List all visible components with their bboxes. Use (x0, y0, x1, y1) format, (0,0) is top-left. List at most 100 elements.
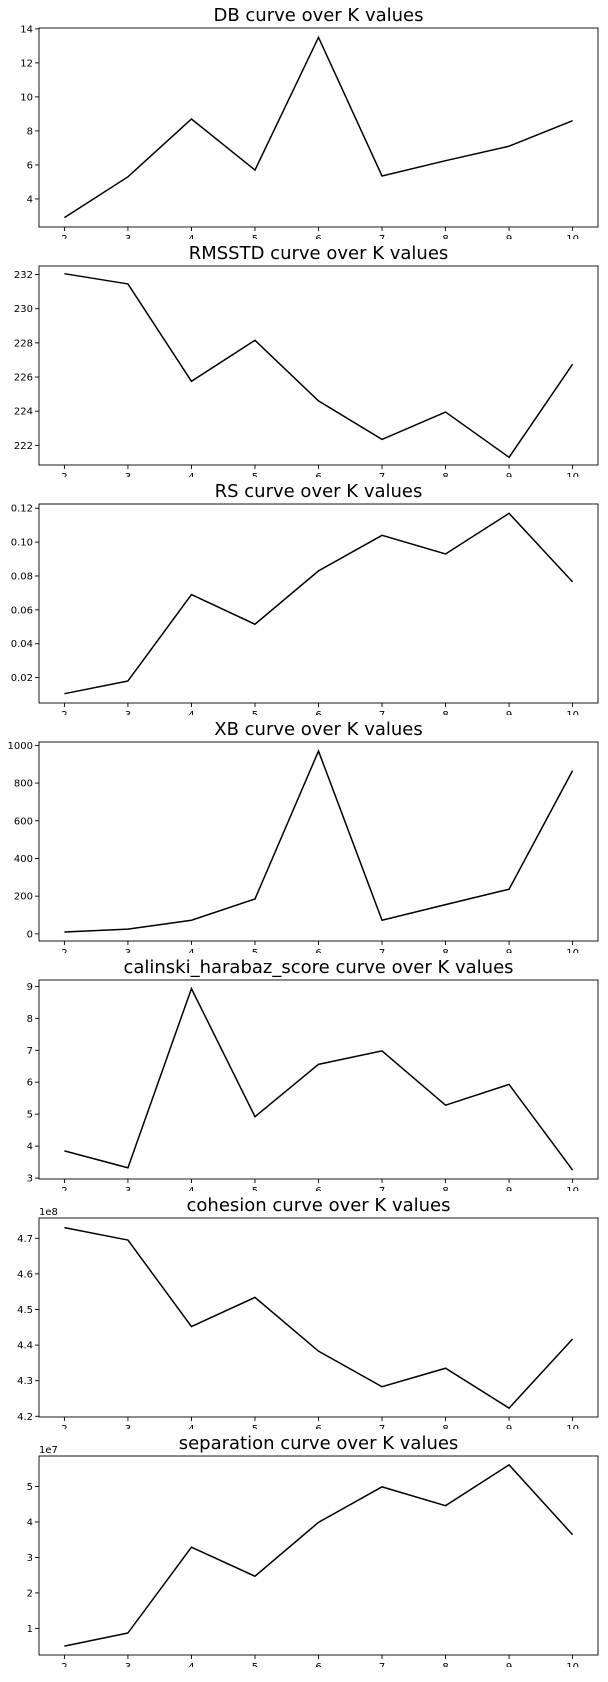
y-tick-label: 4.6 (17, 1269, 33, 1280)
x-tick-label: 10 (566, 710, 579, 715)
plot-frame (38, 1455, 599, 1656)
x-tick-label: 5 (252, 710, 258, 715)
series-line-0 (64, 986, 574, 1171)
series-line-0 (64, 35, 573, 219)
x-tick-label: 2 (61, 1424, 67, 1429)
x-tick-label: 4 (188, 948, 194, 953)
x-tick-label: 8 (442, 948, 448, 953)
x-tick-label: 3 (125, 1186, 131, 1191)
x-tick-label: 6 (315, 234, 321, 239)
x-tick-label: 7 (379, 1186, 385, 1191)
x-tick-label: 3 (125, 1662, 131, 1667)
y-offset-label: 1e8 (39, 1207, 58, 1218)
y-tick-label: 0.08 (11, 571, 33, 582)
y-tick-label: 12 (20, 58, 33, 69)
x-tick-label: 6 (315, 1424, 321, 1429)
y-tick-label: 200 (14, 892, 33, 903)
y-tick-label: 0.06 (11, 605, 33, 616)
x-tick-label: 4 (188, 1424, 194, 1429)
chart-title: calinski_harabaz_score curve over K valu… (123, 957, 513, 978)
plot-frame (38, 27, 599, 228)
y-tick-label: 4.5 (17, 1305, 33, 1316)
y-tick-label: 5 (27, 1482, 33, 1493)
series-line-0 (64, 749, 574, 933)
y-tick-label: 224 (14, 407, 33, 418)
y-tick-label: 0 (27, 929, 33, 940)
x-tick-label: 3 (125, 1424, 131, 1429)
y-tick-label: 1000 (8, 741, 33, 752)
x-tick-label: 5 (252, 234, 258, 239)
x-tick-label: 3 (125, 710, 131, 715)
x-tick-label: 8 (442, 234, 448, 239)
x-tick-label: 7 (379, 948, 385, 953)
y-tick-label: 228 (14, 338, 33, 349)
y-offset-label: 1e7 (39, 1445, 58, 1456)
y-tick-label: 0.10 (11, 538, 33, 549)
chart-title: cohesion curve over K values (187, 1195, 451, 1216)
y-tick-label: 230 (14, 304, 33, 315)
chart-panel-1: RMSSTD curve over K values 2 3 4 5 6 7 8 9 10 222 2… (14, 243, 599, 477)
y-tick-label: 4 (27, 1517, 33, 1528)
y-tick-label: 4 (27, 194, 33, 205)
y-tick-label: 222 (14, 441, 33, 452)
x-tick-label: 7 (379, 1662, 385, 1667)
x-tick-label: 8 (442, 1662, 448, 1667)
series-line-0 (64, 1226, 574, 1410)
x-tick-label: 9 (506, 948, 512, 953)
chart-panel-5: cohesion curve over K values 2 3 4 5 6 7 8 9 10 4.… (17, 1195, 599, 1429)
x-tick-label: 6 (315, 710, 321, 715)
x-tick-label: 2 (61, 948, 67, 953)
x-tick-label: 3 (125, 948, 131, 953)
x-tick-label: 10 (566, 472, 579, 477)
y-tick-label: 3 (27, 1553, 33, 1564)
y-tick-label: 400 (14, 854, 33, 865)
chart-panel-6: separation curve over K values 2 3 4 5 6 7 8 9 10… (27, 1433, 599, 1667)
y-tick-label: 14 (20, 24, 33, 35)
x-tick-label: 9 (506, 1186, 512, 1191)
plot-frame (38, 1217, 599, 1418)
chart-title: separation curve over K values (179, 1433, 459, 1454)
chart-panel-2: RS curve over K values 2 3 4 5 6 7 8 9 10 0.02 0.04… (11, 481, 599, 715)
x-tick-label: 5 (252, 472, 258, 477)
x-tick-label: 2 (61, 1662, 67, 1667)
x-tick-label: 9 (506, 234, 512, 239)
x-tick-label: 4 (188, 1662, 194, 1667)
y-tick-label: 600 (14, 816, 33, 827)
x-tick-label: 6 (315, 1662, 321, 1667)
series-line-0 (64, 272, 574, 459)
y-tick-label: 800 (14, 779, 33, 790)
x-tick-label: 9 (506, 1662, 512, 1667)
y-tick-label: 6 (27, 160, 33, 171)
x-tick-label: 10 (566, 1186, 579, 1191)
x-tick-label: 3 (125, 234, 131, 239)
y-tick-label: 0.04 (11, 639, 33, 650)
plot-frame (38, 741, 599, 942)
x-tick-label: 7 (379, 472, 385, 477)
x-tick-label: 2 (61, 1186, 67, 1191)
y-tick-label: 8 (27, 1014, 33, 1025)
y-tick-label: 2 (27, 1588, 33, 1599)
x-tick-label: 5 (252, 1186, 258, 1191)
x-tick-label: 6 (315, 948, 321, 953)
x-tick-label: 10 (566, 234, 579, 239)
x-tick-label: 4 (188, 1186, 194, 1191)
x-tick-label: 2 (61, 234, 67, 239)
chart-panel-0: DB curve over K values 2 3 4 5 6 7 8 9 10 4 6 8 10 12 1… (20, 5, 599, 239)
y-tick-label: 10 (20, 92, 33, 103)
x-tick-label: 7 (379, 710, 385, 715)
chart-title: RS curve over K values (215, 481, 423, 502)
chart-panel-3: XB curve over K values 2 3 4 5 6 7 8 9 10 0 200 400 6… (8, 719, 599, 953)
x-tick-label: 10 (566, 1662, 579, 1667)
y-tick-label: 4 (27, 1142, 33, 1153)
x-tick-label: 4 (188, 472, 194, 477)
y-tick-label: 4.7 (17, 1234, 33, 1245)
y-tick-label: 7 (27, 1046, 33, 1057)
y-tick-label: 226 (14, 373, 33, 384)
y-tick-label: 8 (27, 126, 33, 137)
x-tick-label: 4 (188, 710, 194, 715)
x-tick-label: 9 (506, 1424, 512, 1429)
plot-frame (38, 503, 599, 704)
x-tick-label: 8 (442, 472, 448, 477)
y-tick-label: 4.4 (17, 1341, 33, 1352)
